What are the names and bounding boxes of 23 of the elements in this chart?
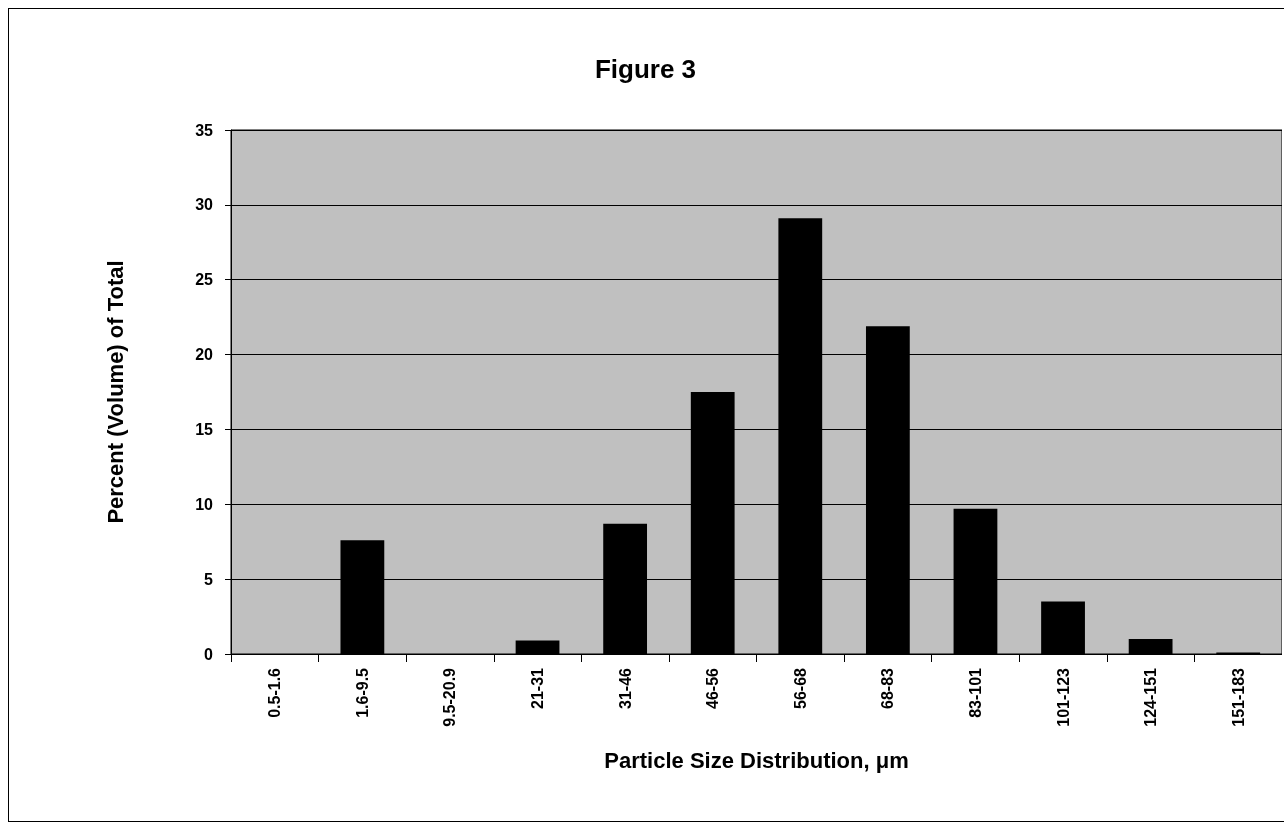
y-axis-title: Percent (Volume) of Total [102, 260, 128, 524]
x-tick-label: 46-56 [704, 667, 722, 709]
chart-title: Figure 3 [594, 54, 697, 84]
x-tick-label: 9.5-20.9 [441, 667, 459, 727]
y-tick-label: 10 [195, 495, 214, 513]
x-tick-label: 31-46 [616, 667, 634, 709]
y-tick-label: 15 [195, 420, 214, 438]
x-tick-label: 56-68 [791, 667, 809, 709]
x-axis-title: Particle Size Distribution, μm [604, 747, 909, 773]
y-tick-label: 30 [195, 196, 214, 214]
x-tick-label: 68-83 [879, 667, 897, 709]
x-tick-label: 83-101 [966, 667, 984, 718]
x-tick-label: 101-123 [1054, 667, 1072, 727]
y-tick-label: 0 [204, 645, 214, 663]
y-tick-label: 25 [195, 271, 214, 289]
x-tick-label: 1.6-9.5 [353, 667, 371, 718]
x-tick-label: 151-183 [1229, 667, 1247, 727]
y-tick-label: 20 [195, 346, 214, 364]
y-tick-label: 35 [195, 121, 214, 139]
x-tick-label: 21-31 [529, 667, 547, 709]
x-tick-label: 0.5-1.6 [266, 667, 284, 718]
y-tick-label: 5 [204, 570, 214, 588]
x-tick-label: 124-151 [1142, 667, 1160, 727]
